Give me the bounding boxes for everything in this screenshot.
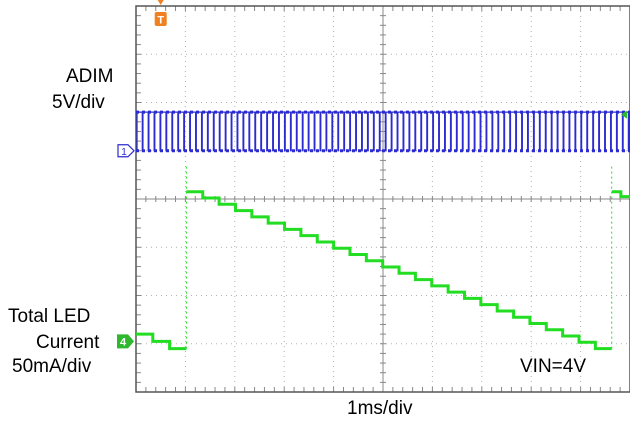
ch1-scale-label: 5V/div xyxy=(52,92,105,113)
ch4-scale-label: 50mA/div xyxy=(12,356,92,377)
ch4-marker-label: 4 xyxy=(120,336,127,348)
time-scale-label: 1ms/div xyxy=(347,398,413,419)
ch4-name-label-line1: Total LED xyxy=(8,306,91,327)
ch4-marker-icon xyxy=(117,334,134,349)
ch1-marker-icon xyxy=(117,144,135,158)
trigger-marker-label: T xyxy=(157,15,164,27)
trigger-arrow-icon xyxy=(157,0,164,5)
trigger-marker-icon xyxy=(154,12,167,26)
trigger-level-arrow-icon xyxy=(621,110,627,119)
ch4-current-trace-end xyxy=(611,190,630,199)
ch1-marker-label: 1 xyxy=(121,147,127,158)
scope-frame xyxy=(135,5,630,393)
vin-annotation: VIN=4V xyxy=(520,356,587,377)
ch4-current-trace-start xyxy=(136,332,187,351)
ch4-current-trace-ramp xyxy=(186,190,612,351)
ch1-name-label: ADIM xyxy=(66,66,114,87)
ch4-name-label-line2: Current xyxy=(36,332,100,353)
